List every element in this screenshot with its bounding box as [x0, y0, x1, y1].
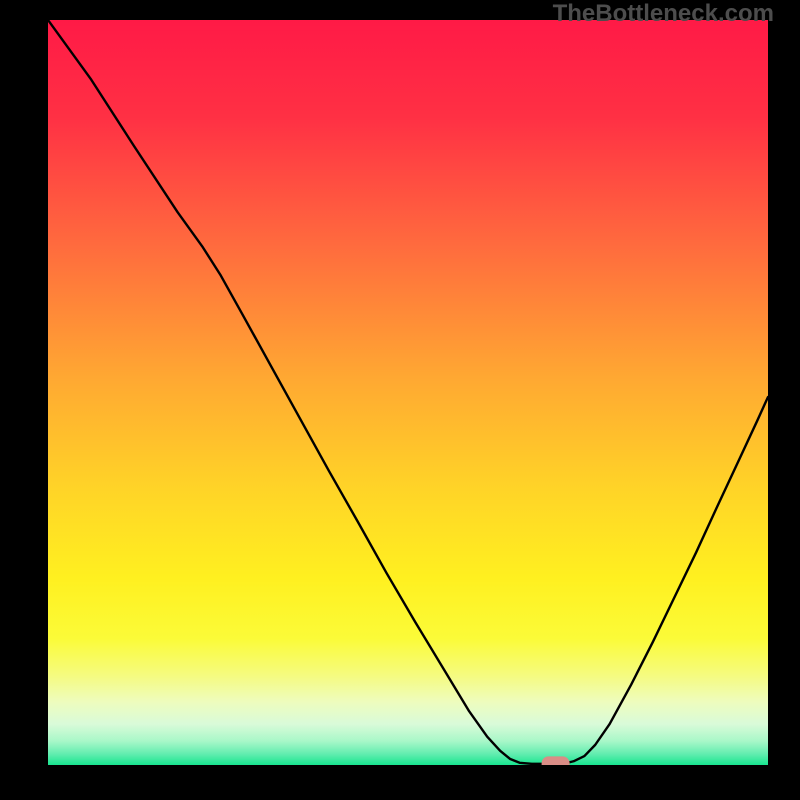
watermark-text: TheBottleneck.com — [553, 0, 774, 28]
gradient-background — [48, 20, 768, 765]
chart-container: TheBottleneck.com — [0, 0, 800, 800]
current-config-marker — [542, 756, 570, 765]
plot-area — [48, 20, 768, 765]
plot-svg — [48, 20, 768, 765]
